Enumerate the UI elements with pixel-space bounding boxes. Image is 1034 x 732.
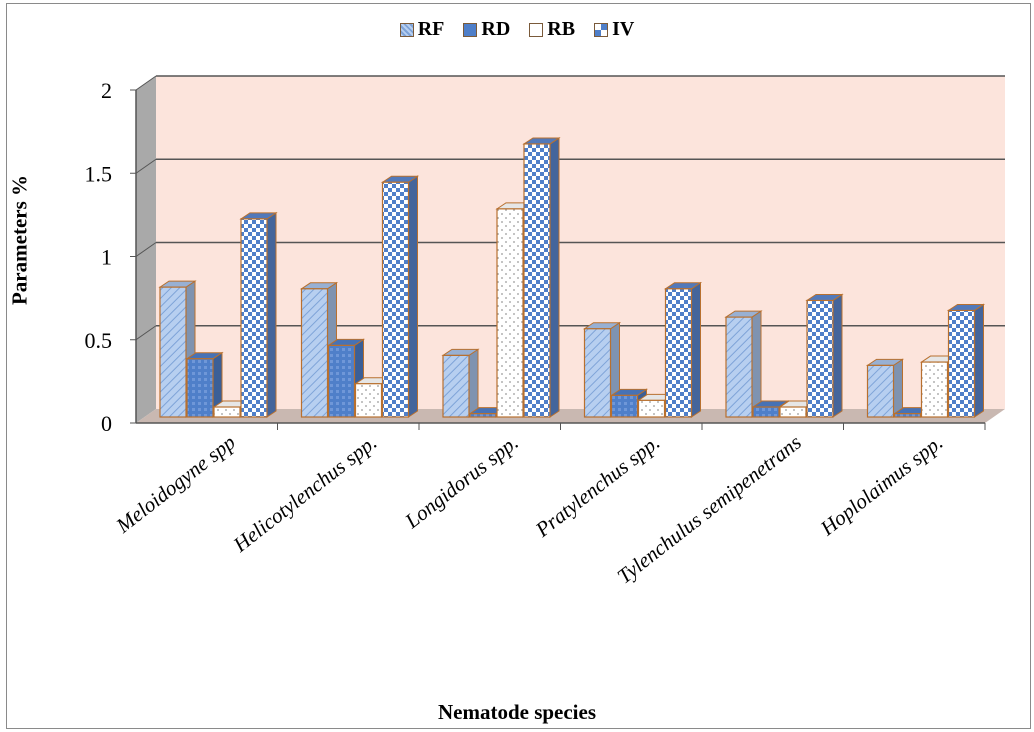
bar-iv-4-side	[832, 293, 843, 418]
bar-rb-2	[496, 208, 524, 418]
bar-rf-2	[442, 354, 470, 418]
legend-item-rd: RD	[463, 18, 510, 41]
bar-iv-1	[381, 181, 410, 418]
bar-rf-3	[583, 328, 612, 418]
x-tick-label: Hoplolaimus spp.	[815, 430, 947, 541]
bar-rd-1	[327, 344, 356, 418]
bar-iv-3-side	[691, 281, 701, 418]
x-tick-label: Meloidogyne spp	[111, 430, 240, 538]
bar-rd-0	[186, 358, 214, 418]
legend-label-rb: RB	[547, 18, 576, 40]
y-tick-label: 1	[101, 245, 112, 270]
legend-swatch-rb	[529, 22, 544, 37]
x-tick-label: Longidorus spp.	[400, 430, 523, 534]
bar-rf-5-side	[893, 358, 903, 418]
bar-iv-1-side	[408, 175, 418, 418]
y-tick-label: 2	[101, 78, 112, 103]
bar-rb-0	[213, 406, 241, 418]
bar-iv-4	[806, 299, 834, 418]
y-tick-label: 0.5	[85, 328, 113, 353]
bar-rb-3	[637, 399, 666, 418]
gridline-side	[135, 325, 157, 341]
bar-rf-4	[725, 316, 753, 418]
bar-rd-3	[610, 394, 639, 418]
x-axis-title: Nematode species	[437, 700, 597, 724]
bar-iv-2	[523, 143, 551, 418]
bar-iv-5	[947, 309, 976, 418]
legend-swatch-rf	[399, 22, 414, 37]
bar-iv-3	[664, 288, 693, 418]
bar-rb-4	[779, 406, 807, 418]
y-tick-label: 1.5	[85, 161, 113, 186]
chart-legend: RF RD RB IV	[0, 18, 1034, 43]
legend-swatch-rd	[463, 22, 478, 37]
y-tick-label: 0	[101, 411, 112, 436]
legend-item-iv: IV	[594, 18, 634, 41]
x-tick-label: Pratylenchus spp.	[530, 430, 664, 542]
bar-rf-1	[300, 288, 329, 418]
bar-rf-2-side	[468, 348, 479, 418]
bar-iv-0-side	[266, 211, 277, 418]
bar-rf-0	[159, 286, 187, 418]
gridline-side	[135, 75, 157, 91]
bar-rf-4-side	[751, 310, 762, 418]
bar-iv-0	[240, 218, 268, 418]
y-axis-title: Parameters %	[7, 174, 32, 306]
gridline-side	[135, 242, 157, 257]
legend-item-rf: RF	[399, 18, 445, 41]
legend-label-rf: RF	[417, 18, 445, 40]
y-axis-title-wrap: Parameters %	[8, 175, 60, 305]
bar-iv-2-side	[549, 137, 560, 418]
legend-label-rd: RD	[481, 18, 511, 40]
bar-rb-5	[920, 361, 949, 418]
bar-rd-2	[469, 413, 497, 418]
legend-label-iv: IV	[612, 18, 635, 40]
bar-rd-4	[752, 406, 780, 418]
x-tick-label: Helicotylenchus spp.	[228, 430, 381, 557]
bar-rd-5	[893, 413, 922, 418]
bar-iv-5-side	[974, 303, 984, 418]
bar-rf-5	[866, 364, 895, 418]
bar-rb-1	[354, 383, 383, 418]
legend-item-rb: RB	[529, 18, 575, 41]
gridline-side	[135, 158, 157, 174]
legend-swatch-iv	[594, 22, 609, 37]
